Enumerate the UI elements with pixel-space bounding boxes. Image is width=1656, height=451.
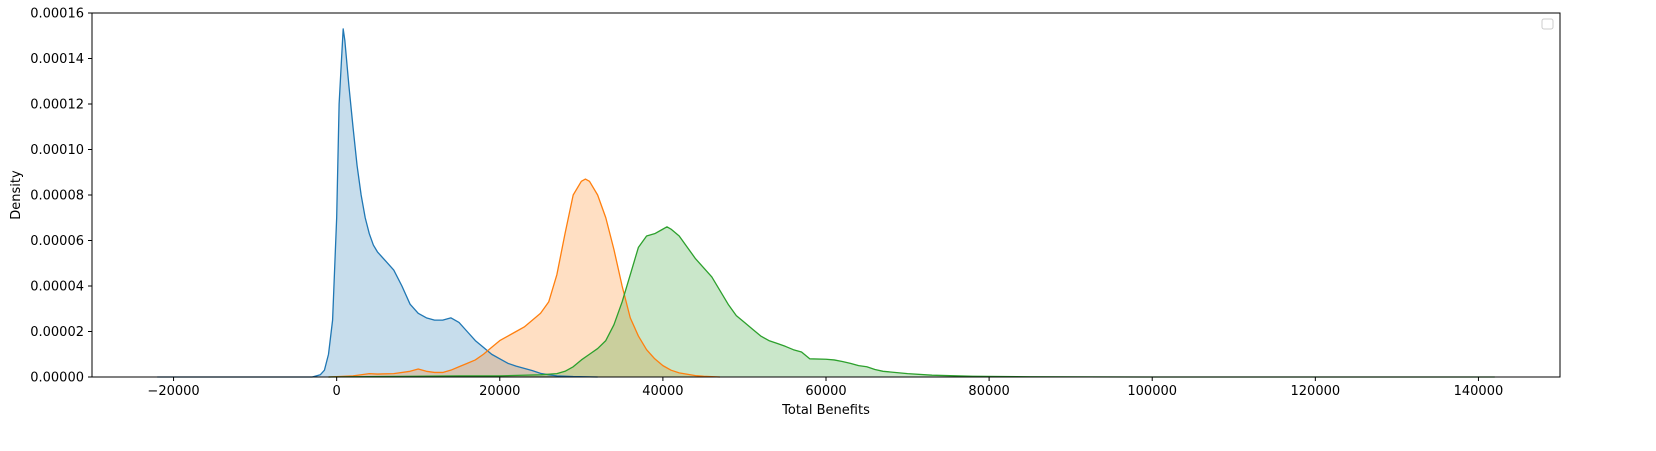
- y-tick-label: 0.00012: [30, 98, 84, 113]
- x-tick-label: 100000: [1127, 384, 1177, 399]
- x-tick-label: 140000: [1454, 384, 1504, 399]
- legend-box: [1541, 18, 1554, 30]
- x-axis: −20000 0 20000 40000 60000 80000 100000 120000 1…: [147, 377, 1503, 399]
- x-tick-label: 40000: [642, 384, 683, 399]
- y-tick-label: 0.00004: [30, 280, 84, 295]
- axes-frame: [91, 12, 1561, 378]
- x-tick-label: 120000: [1291, 384, 1341, 399]
- series-1-area: [157, 28, 598, 378]
- x-tick-label: 0: [333, 384, 341, 399]
- series-3-area: [328, 226, 1495, 377]
- y-tick-label: 0.00006: [30, 234, 84, 249]
- x-tick-label: −20000: [147, 384, 199, 399]
- y-tick-label: 0.00002: [30, 325, 84, 340]
- y-tick-label: 0.00016: [30, 7, 84, 22]
- y-tick-label: 0.00010: [30, 143, 84, 158]
- y-axis-label: Density: [9, 170, 24, 220]
- series-3-line: [328, 226, 1495, 378]
- series-2-line: [328, 178, 721, 378]
- series-layer: [157, 28, 1495, 378]
- y-tick-label: 0.00014: [30, 52, 84, 67]
- series-1-line: [157, 28, 598, 378]
- y-axis: 0.00000 0.00002 0.00004 0.00006 0.00008 0.000…: [30, 7, 92, 386]
- series-2-area: [328, 179, 720, 377]
- x-tick-label: 80000: [968, 384, 1009, 399]
- x-tick-label: 60000: [805, 384, 846, 399]
- y-tick-label: 0.00008: [30, 189, 84, 204]
- x-axis-label: Total Benefits: [781, 403, 870, 418]
- y-tick-label: 0.00000: [30, 371, 84, 386]
- x-tick-label: 20000: [479, 384, 520, 399]
